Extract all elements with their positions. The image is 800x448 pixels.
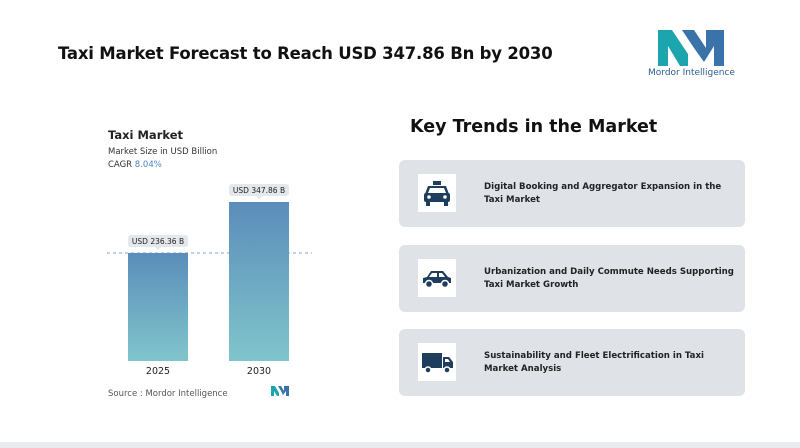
icon-box: [418, 343, 456, 381]
bar: [229, 202, 289, 361]
x-tick-label: 2030: [247, 366, 271, 377]
taxi-icon: [424, 181, 450, 206]
page-title: Taxi Market Forecast to Reach USD 347.86…: [58, 44, 553, 63]
footer-bar: [0, 442, 800, 448]
value-label: USD 347.86 B: [233, 186, 285, 195]
truck-icon: [422, 353, 453, 374]
trends-title: Key Trends in the Market: [410, 117, 658, 137]
trend-text: Sustainability and Fleet Electrification…: [484, 350, 704, 374]
source: Source : Mordor Intelligence: [108, 389, 228, 399]
icon-box: [418, 259, 456, 297]
value-label-box: [128, 234, 188, 247]
value-label-box: [229, 184, 289, 196]
icon-box: [418, 174, 456, 212]
value-label: USD 236.36 B: [132, 237, 184, 246]
trend-text: Digital Booking and Aggregator Expansion…: [484, 181, 722, 205]
x-tick-label: 2025: [146, 366, 170, 377]
chart: Taxi Market Market Size in USD Billion C…: [107, 128, 312, 399]
trend-card: Digital Booking and Aggregator Expansion…: [399, 160, 745, 227]
cagr-label: CAGR: [108, 160, 132, 170]
car-icon: [423, 271, 451, 289]
logo-text: Mordor Intelligence: [648, 68, 735, 78]
trend-card: Sustainability and Fleet Electrification…: [399, 329, 745, 396]
value-label-pointer: [155, 246, 161, 250]
source-logo: [271, 386, 289, 396]
chart-subtitle: Market Size in USD Billion: [108, 147, 217, 157]
chart-title: Taxi Market: [108, 128, 183, 142]
bar: [128, 252, 188, 361]
trend-card: Urbanization and Daily Commute Needs Sup…: [399, 245, 745, 312]
cagr: CAGR 8.04%: [108, 160, 162, 170]
logo-icon: [658, 30, 724, 66]
cagr-value: 8.04%: [135, 160, 162, 170]
value-label-pointer: [256, 196, 262, 199]
trend-text: Urbanization and Daily Commute Needs Sup…: [484, 266, 734, 290]
